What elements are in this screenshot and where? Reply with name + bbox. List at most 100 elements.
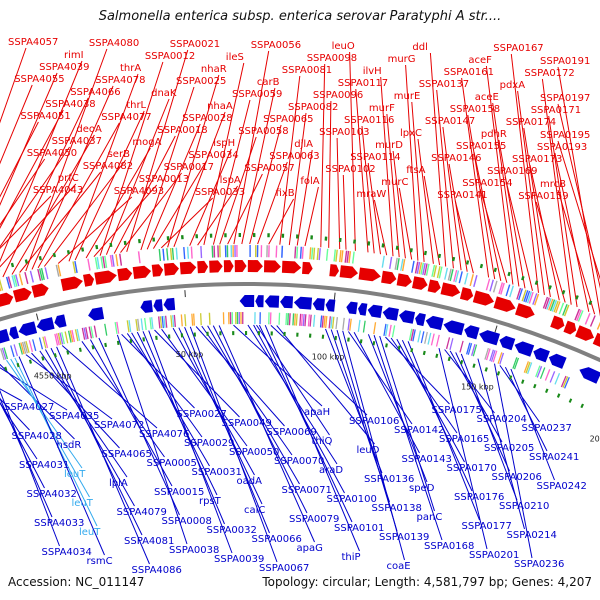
scale-tick-label: 50 kbp — [176, 350, 204, 359]
reverse-gene-arrow — [367, 304, 383, 318]
reverse-gene-arrow — [464, 325, 480, 340]
reverse-feature-stripe — [420, 331, 425, 344]
forward-feature-stripe — [584, 313, 591, 325]
reverse-feature-stripe — [484, 347, 489, 360]
forward-feature-stripe — [485, 278, 491, 291]
reverse-feature-stripe — [55, 333, 60, 346]
forward-feature-stripe — [469, 274, 474, 286]
forward-feature-stripe — [44, 267, 49, 280]
forward-gene-label: SSPA0025 — [176, 76, 226, 87]
forward-feature-stripe — [325, 248, 329, 261]
feature-marker — [479, 263, 484, 269]
reverse-gene-label: caiC — [244, 505, 265, 516]
reverse-gene-connector — [264, 325, 360, 552]
forward-feature-stripe — [348, 251, 352, 264]
reverse-gene-label: rsmC — [87, 556, 113, 567]
forward-gene-label: SSPA4080 — [89, 38, 139, 49]
reverse-feature-stripe — [23, 341, 28, 354]
reverse-gene-connector — [0, 398, 30, 431]
forward-gene-arrow — [493, 296, 516, 312]
topology-label: Topology: circular; Length: 4,581,797 bp… — [261, 575, 592, 589]
feature-marker — [224, 233, 227, 238]
reverse-gene-connector — [25, 354, 113, 420]
forward-gene-label: nhaR — [201, 64, 227, 75]
forward-feature-stripe — [553, 300, 559, 313]
forward-gene-connector — [548, 115, 578, 308]
forward-feature-stripe — [464, 272, 469, 285]
reverse-gene-label: SSPA0008 — [162, 516, 212, 527]
reverse-gene-connector — [258, 324, 353, 523]
reverse-gene-label: SSPA0071 — [282, 485, 332, 496]
feature-marker — [10, 262, 15, 268]
reverse-gene-label: SSPA4032 — [27, 489, 77, 500]
reverse-gene-connector — [161, 328, 248, 447]
forward-gene-label: ddl — [412, 42, 427, 53]
reverse-feature-stripe — [564, 377, 570, 389]
reverse-gene-label: SSPA0031 — [192, 467, 242, 478]
reverse-gene-label: SSPA0204 — [477, 414, 527, 425]
reverse-gene-connector — [353, 331, 420, 454]
reverse-gene-connector — [98, 337, 180, 516]
reverse-gene-arrow — [140, 300, 153, 313]
forward-gene-label: SSPA0102 — [325, 164, 375, 175]
reverse-feature-stripe — [93, 325, 98, 338]
forward-feature-stripe — [444, 267, 449, 280]
reverse-gene-label: SSPA4033 — [34, 518, 84, 529]
reverse-gene-label: SSPA0070 — [274, 456, 324, 467]
feature-marker — [52, 252, 56, 258]
feature-marker — [561, 290, 566, 295]
reverse-feature-stripe — [208, 312, 211, 325]
forward-gene-track — [0, 260, 600, 347]
reverse-gene-label: SSPA0079 — [289, 514, 339, 525]
forward-gene-connector — [85, 147, 151, 259]
forward-gene-label: murG — [388, 54, 416, 65]
forward-gene-label: aceE — [475, 92, 499, 103]
forward-feature-stripe — [234, 245, 236, 258]
reverse-gene-arrow — [293, 296, 313, 310]
forward-feature-stripe — [301, 246, 304, 259]
feature-marker — [521, 379, 525, 384]
forward-gene-label: SSPA4057 — [8, 37, 58, 48]
reverse-gene-arrow — [548, 353, 567, 369]
feature-marker — [308, 333, 312, 338]
forward-feature-stripe — [18, 273, 24, 286]
reverse-gene-connector — [184, 327, 270, 534]
forward-gene-label: fixB — [276, 188, 295, 199]
reverse-feature-stripe — [137, 318, 140, 331]
forward-gene-connector — [241, 87, 276, 245]
feature-marker — [195, 234, 198, 239]
forward-feature-stripe — [226, 245, 229, 258]
reverse-gene-connector — [455, 352, 510, 472]
forward-feature-stripe — [528, 291, 534, 304]
forward-feature-stripe — [109, 255, 113, 267]
reverse-feature-stripe — [335, 317, 338, 330]
reverse-gene-arrow — [239, 295, 255, 307]
reverse-gene-arrow — [479, 330, 500, 346]
feature-marker — [324, 236, 328, 241]
forward-feature-stripe — [381, 255, 385, 268]
reverse-feature-stripe — [180, 314, 183, 327]
forward-gene-connector — [203, 62, 245, 246]
reverse-feature-stripe — [536, 366, 543, 378]
reverse-feature-stripe — [539, 367, 546, 379]
forward-gene-label: SSPA0065 — [263, 114, 313, 125]
forward-gene-label: aceF — [468, 55, 492, 66]
reverse-gene-arrow — [163, 297, 176, 311]
forward-feature-stripe — [546, 298, 552, 310]
forward-feature-stripe — [414, 261, 419, 274]
forward-feature-stripe — [333, 249, 336, 262]
forward-gene-connector — [0, 195, 52, 249]
reverse-gene-connector — [31, 352, 120, 449]
forward-gene-label: SSPA4039 — [39, 62, 89, 73]
reverse-gene-connector — [444, 349, 495, 414]
forward-gene-connector — [517, 90, 545, 295]
forward-gene-connector — [367, 162, 381, 255]
feature-marker — [507, 271, 511, 277]
forward-gene-connector — [31, 85, 114, 270]
forward-feature-stripe — [7, 276, 13, 289]
reverse-feature-stripe — [13, 344, 18, 357]
forward-gene-label: SSPA0013 — [139, 174, 189, 185]
reverse-feature-stripe — [300, 313, 303, 326]
reverse-gene-connector — [256, 324, 330, 436]
reverse-gene-label: SSPA0069 — [267, 427, 317, 438]
